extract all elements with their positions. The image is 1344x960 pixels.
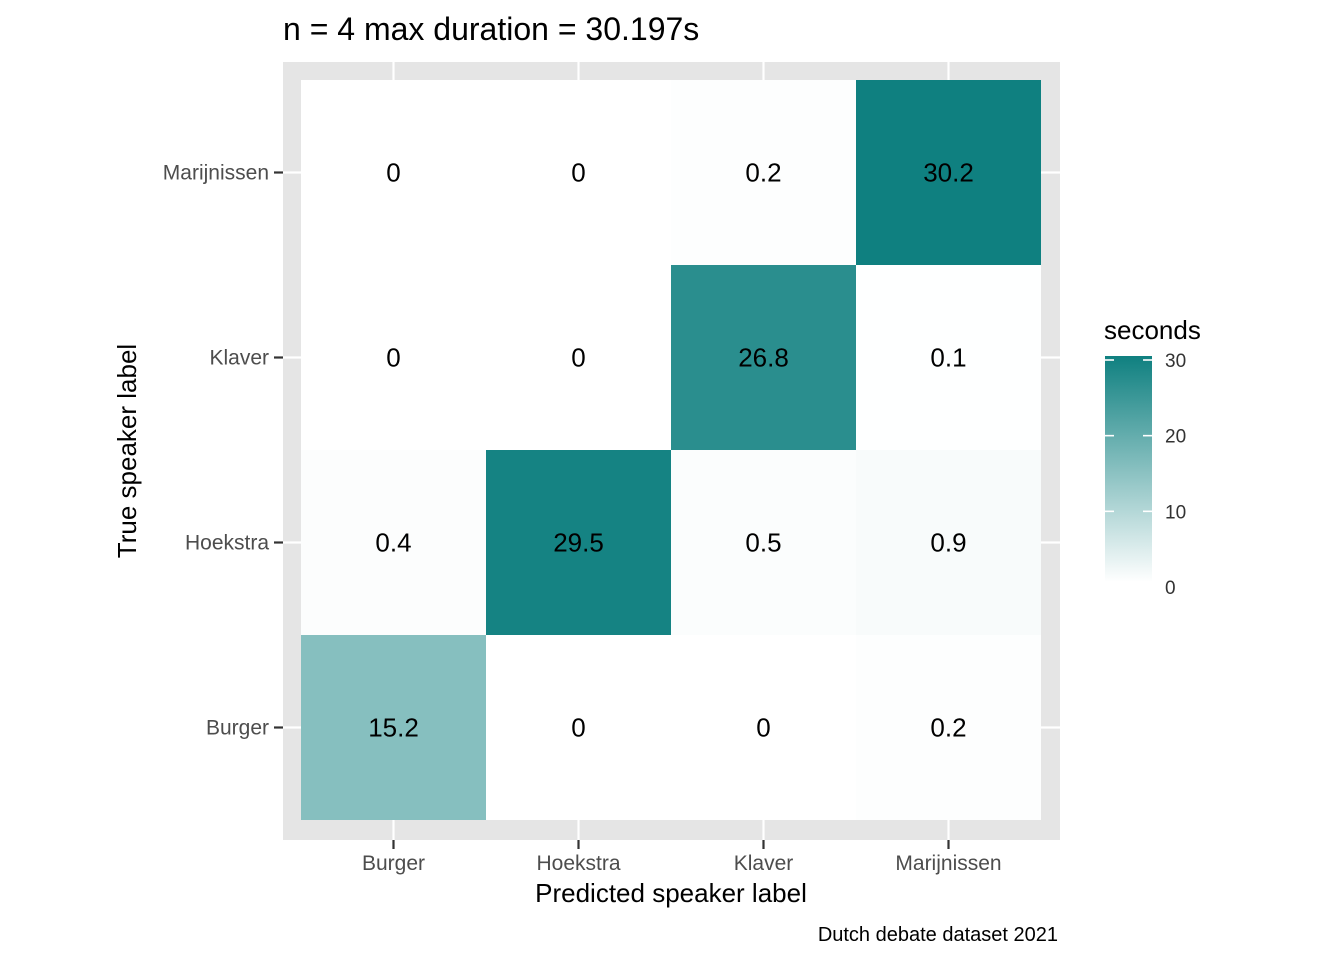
color-legend: seconds 0 10 20 30 [1104, 315, 1201, 599]
cell-value-label: 0.4 [375, 528, 411, 558]
legend-color-bar [1105, 356, 1152, 582]
x-tick-label: Marijnissen [895, 852, 1001, 875]
cell-value-label: 15.2 [368, 713, 419, 743]
heatmap-cell [856, 635, 1041, 820]
chart-caption: Dutch debate dataset 2021 [818, 924, 1058, 946]
cell-value-label: 0.2 [930, 713, 966, 743]
heatmap-cell [301, 450, 486, 635]
legend-title: seconds [1104, 315, 1201, 345]
x-axis-ticks: Burger Hoekstra Klaver Marijnissen [362, 840, 1002, 875]
cell-value-label: 26.8 [738, 343, 789, 373]
legend-tick-label: 30 [1165, 351, 1186, 372]
chart-title: n = 4 max duration = 30.197s [283, 11, 699, 47]
cell-value-label: 29.5 [553, 528, 604, 558]
x-tick-label: Klaver [734, 852, 794, 875]
legend-ticks: 0 10 20 30 [1105, 351, 1186, 599]
cell-value-label: 0.5 [745, 528, 781, 558]
heatmap-cells [301, 80, 1041, 820]
x-axis-title: Predicted speaker label [535, 878, 807, 908]
y-tick-label: Hoekstra [185, 532, 269, 555]
heatmap-cell [856, 265, 1041, 450]
heatmap-cell [856, 450, 1041, 635]
cell-value-labels: 15.2 0 0 0.2 0.4 29.5 0.5 0.9 0 0 26.8 0.1 0 0 0.2 30.2 [368, 158, 974, 743]
heatmap-cell [486, 80, 671, 265]
cell-value-label: 0 [756, 713, 770, 743]
cell-value-label: 0.1 [930, 343, 966, 373]
heatmap-cell [486, 265, 671, 450]
cell-value-label: 0.9 [930, 528, 966, 558]
legend-tick-label: 20 [1165, 427, 1186, 448]
cell-value-label: 0 [386, 158, 400, 188]
cell-value-label: 0.2 [745, 158, 781, 188]
heatmap-cell [671, 80, 856, 265]
legend-tick-label: 0 [1165, 578, 1176, 599]
heatmap-cell [486, 635, 671, 820]
heatmap-cell [671, 635, 856, 820]
heatmap-cell [671, 265, 856, 450]
legend-tick-label: 10 [1165, 502, 1186, 523]
x-tick-label: Burger [362, 852, 425, 875]
cell-value-label: 0 [571, 158, 585, 188]
cell-value-label: 30.2 [923, 158, 974, 188]
cell-value-label: 0 [386, 343, 400, 373]
cell-value-label: 0 [571, 343, 585, 373]
y-tick-label: Marijnissen [163, 162, 269, 185]
y-tick-label: Burger [206, 717, 269, 740]
heatmap-cell [301, 80, 486, 265]
heatmap-cell [301, 635, 486, 820]
heatmap-cell [671, 450, 856, 635]
cell-value-label: 0 [571, 713, 585, 743]
heatmap-cell [301, 265, 486, 450]
y-tick-label: Klaver [209, 347, 269, 370]
heatmap-cell [856, 80, 1041, 265]
y-axis-ticks: Burger Hoekstra Klaver Marijnissen [163, 162, 283, 740]
y-axis-title: True speaker label [112, 344, 142, 558]
heatmap-cell [486, 450, 671, 635]
x-tick-label: Hoekstra [536, 852, 620, 875]
